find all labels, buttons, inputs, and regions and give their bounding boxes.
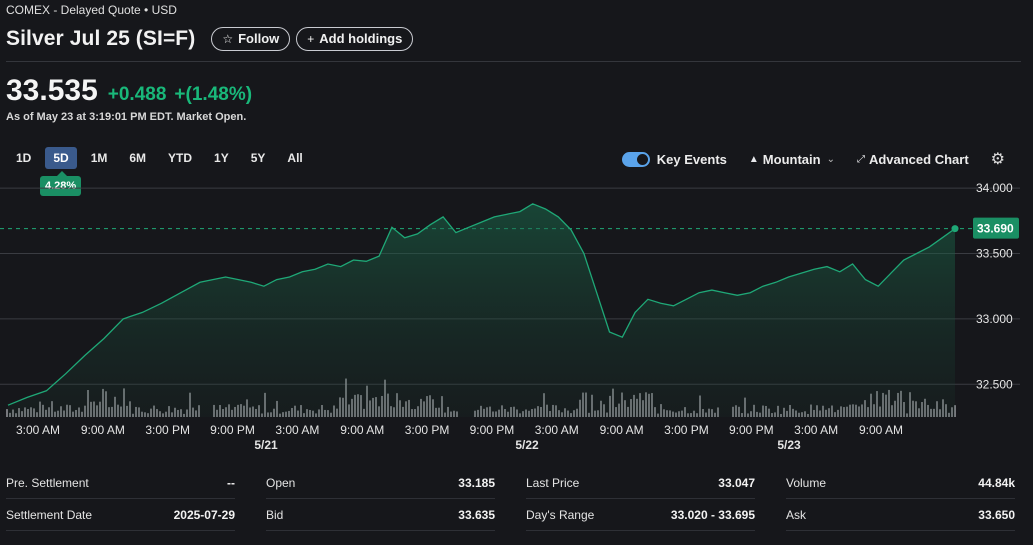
price-chart[interactable]: 34.000 33.500 33.000 32.500 33.690 3:00 AM 9:0… bbox=[0, 175, 1033, 455]
y-tick-label: 32.500 bbox=[976, 377, 1013, 391]
x-tick-label: 3:00 PM bbox=[405, 423, 450, 437]
last-point-marker bbox=[951, 225, 959, 233]
date-label: 5/23 bbox=[777, 438, 801, 452]
date-label: 5/21 bbox=[254, 438, 278, 452]
y-tick-label: 34.000 bbox=[976, 181, 1013, 195]
mountain-icon: ▲ bbox=[748, 153, 759, 165]
star-icon: ☆ bbox=[222, 31, 234, 46]
stat-value: -- bbox=[227, 475, 235, 490]
range-button-5d[interactable]: 5D bbox=[45, 147, 77, 169]
stat-item: Volume 44.84k bbox=[786, 467, 1015, 499]
range-button-1y[interactable]: 1Y bbox=[206, 147, 237, 169]
range-change-badge: 4.28% bbox=[40, 171, 82, 196]
key-events-toggle[interactable]: Key Events bbox=[621, 151, 727, 167]
price-row: 33.535 +0.488 +(1.48%) bbox=[6, 74, 260, 108]
stat-label: Last Price bbox=[526, 475, 580, 490]
range-button-1d[interactable]: 1D bbox=[8, 147, 39, 169]
quote-meta: COMEX - Delayed Quote • USD bbox=[6, 3, 177, 17]
range-selector: 1D 5D 1M 6M YTD 1Y 5Y All bbox=[8, 147, 317, 169]
stat-label: Ask bbox=[786, 507, 807, 522]
stat-label: Pre. Settlement bbox=[6, 475, 89, 490]
stat-label: Open bbox=[266, 475, 296, 490]
x-tick-label: 3:00 PM bbox=[664, 423, 709, 437]
stat-item: Ask 33.650 bbox=[786, 499, 1015, 531]
range-button-6m[interactable]: 6M bbox=[121, 147, 154, 169]
title-row: Silver Jul 25 (SI=F) ☆ Follow + Add hold… bbox=[6, 26, 419, 51]
stat-value: 44.84k bbox=[978, 475, 1015, 490]
stat-label: Volume bbox=[786, 475, 827, 490]
stat-label: Day's Range bbox=[526, 507, 595, 522]
range-button-5y[interactable]: 5Y bbox=[243, 147, 274, 169]
x-tick-label: 3:00 AM bbox=[275, 423, 319, 437]
price-area bbox=[8, 203, 955, 417]
chart-type-label: Mountain bbox=[762, 151, 821, 167]
stat-value: 33.047 bbox=[718, 475, 755, 490]
stat-item: Open 33.185 bbox=[266, 467, 495, 499]
gear-icon[interactable]: ⚙ bbox=[990, 151, 1005, 168]
add-holdings-button[interactable]: + Add holdings bbox=[296, 26, 414, 51]
volume-bar bbox=[6, 409, 8, 417]
range-button-1m[interactable]: 1M bbox=[83, 147, 116, 169]
x-tick-label: 9:00 AM bbox=[340, 423, 384, 437]
current-price: 33.535 bbox=[6, 74, 98, 107]
header-divider bbox=[6, 61, 1021, 62]
x-tick-label: 9:00 PM bbox=[729, 423, 774, 437]
price-line bbox=[7, 203, 956, 406]
x-tick-label: 9:00 AM bbox=[81, 423, 125, 437]
stat-value: 2025-07-29 bbox=[173, 507, 235, 522]
chart-type-dropdown[interactable]: ▲ Mountain ⌄ bbox=[749, 152, 835, 167]
stat-item: Day's Range 33.020 - 33.695 bbox=[526, 499, 755, 531]
stats-row: Settlement Date 2025-07-29 Bid 33.635 Day's … bbox=[6, 499, 1016, 531]
last-value-badge bbox=[973, 217, 1019, 239]
stat-label: Settlement Date bbox=[6, 507, 93, 522]
range-button-ytd[interactable]: YTD bbox=[160, 147, 200, 169]
x-tick-label: 9:00 PM bbox=[210, 423, 255, 437]
stat-label: Bid bbox=[266, 507, 284, 522]
follow-label: Follow bbox=[238, 31, 280, 46]
stat-item: Pre. Settlement -- bbox=[6, 467, 235, 499]
stat-item: Last Price 33.047 bbox=[526, 467, 755, 499]
stat-value: 33.185 bbox=[458, 475, 495, 490]
chart-toolbar: Key Events ▲ Mountain ⌄ ⤢ Advanced Chart… bbox=[621, 148, 1033, 170]
page-title: Silver Jul 25 (SI=F) bbox=[6, 26, 196, 50]
price-change: +0.488 bbox=[107, 84, 167, 105]
stats-row: Pre. Settlement -- Open 33.185 Last Price 33.… bbox=[6, 467, 1016, 499]
chevron-down-icon: ⌄ bbox=[826, 153, 835, 165]
y-tick-label: 33.500 bbox=[976, 246, 1013, 260]
last-value-label: 33.690 bbox=[977, 222, 1014, 236]
x-tick-label: 9:00 AM bbox=[600, 423, 644, 437]
x-tick-label: 3:00 AM bbox=[16, 423, 60, 437]
toggle-switch[interactable] bbox=[621, 151, 650, 167]
x-tick-label: 3:00 AM bbox=[794, 423, 838, 437]
stat-value: 33.650 bbox=[978, 507, 1015, 522]
expand-icon: ⤢ bbox=[856, 153, 865, 165]
price-change-percent: +(1.48%) bbox=[174, 84, 253, 105]
x-tick-label: 3:00 PM bbox=[145, 423, 190, 437]
stat-value: 33.020 - 33.695 bbox=[670, 507, 755, 522]
stat-item: Settlement Date 2025-07-29 bbox=[6, 499, 235, 531]
stat-value: 33.635 bbox=[458, 507, 495, 522]
range-button-all[interactable]: All bbox=[279, 147, 310, 169]
x-tick-label: 9:00 AM bbox=[859, 423, 903, 437]
as-of-timestamp: As of May 23 at 3:19:01 PM EDT. Market O… bbox=[6, 111, 247, 123]
x-tick-label: 9:00 PM bbox=[470, 423, 515, 437]
y-tick-label: 33.000 bbox=[976, 312, 1013, 326]
quote-stats: Pre. Settlement -- Open 33.185 Last Price 33.… bbox=[6, 467, 1016, 531]
key-events-label: Key Events bbox=[656, 151, 727, 167]
follow-button[interactable]: ☆ Follow bbox=[211, 26, 291, 51]
x-tick-label: 3:00 AM bbox=[535, 423, 579, 437]
add-holdings-label: Add holdings bbox=[319, 31, 403, 46]
advanced-chart-label: Advanced Chart bbox=[868, 151, 969, 167]
stat-item: Bid 33.635 bbox=[266, 499, 495, 531]
plus-icon: + bbox=[307, 31, 315, 46]
date-label: 5/22 bbox=[515, 438, 539, 452]
advanced-chart-button[interactable]: ⤢ Advanced Chart bbox=[857, 152, 969, 167]
